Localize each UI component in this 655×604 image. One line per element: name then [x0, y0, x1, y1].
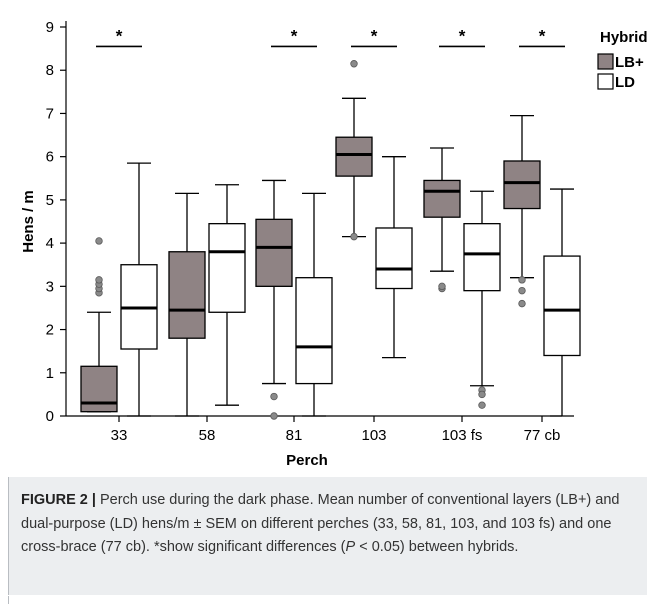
x-tick-label: 33 [111, 427, 128, 444]
legend-swatch [597, 73, 614, 90]
legend-label: LB+ [615, 54, 644, 71]
box-group [335, 60, 373, 241]
caption-p-symbol: P [345, 539, 356, 555]
box-group [80, 237, 118, 413]
outlier-point [270, 392, 278, 401]
significance-asterisk: * [116, 26, 123, 45]
significance-asterisk: * [459, 26, 466, 45]
box-rect [423, 179, 461, 218]
caption-text-1: Perch use during the dark phase. Mean nu… [21, 492, 620, 555]
box-rect [208, 223, 246, 313]
y-tick-label: 8 [46, 62, 54, 79]
box-group [295, 192, 333, 417]
significance-asterisk: * [371, 26, 378, 45]
box-group [375, 156, 413, 359]
outlier-point [438, 282, 446, 291]
box-rect [543, 255, 581, 357]
figure-label: FIGURE 2 | [21, 492, 96, 508]
y-tick-label: 2 [46, 322, 54, 339]
chart-container: 0 1 2 3 4 5 6 7 8 9 33 58 81 103 103 fs 77 cb Perch Hens … [20, 19, 648, 469]
x-axis-title: Perch [286, 452, 328, 469]
box-rect [335, 136, 373, 177]
caption-text-2: < 0.05) between hybrids. [355, 539, 519, 555]
outlier-point [270, 412, 278, 420]
box-rect [375, 227, 413, 290]
box-rect [503, 160, 541, 210]
page-rule [8, 596, 9, 604]
box-group [208, 184, 246, 406]
legend-swatch [597, 53, 614, 70]
y-tick-label: 9 [46, 19, 54, 36]
y-axis-title: Hens / m [20, 190, 37, 253]
box-rect [80, 365, 118, 413]
box-group [463, 190, 501, 409]
box-rect [168, 251, 206, 339]
x-tick-label: 103 fs [442, 427, 483, 444]
box-rect [255, 218, 293, 287]
y-tick-label: 0 [46, 408, 54, 425]
y-tick-label: 5 [46, 192, 54, 209]
box-group [423, 147, 461, 293]
y-tick-label: 3 [46, 278, 54, 295]
y-tick-label: 4 [46, 235, 54, 252]
x-tick-label: 81 [286, 427, 303, 444]
box-group [255, 179, 293, 420]
outlier-point [518, 276, 526, 284]
significance-asterisk: * [539, 26, 546, 45]
y-tick-label: 6 [46, 149, 54, 166]
box-plot-chart: 0 1 2 3 4 5 6 7 8 9 33 58 81 103 103 fs 77 cb Perch Hens … [20, 19, 648, 469]
outlier-point [350, 232, 358, 241]
y-tick-label: 7 [46, 105, 54, 122]
outlier-point [478, 390, 486, 399]
box-rect [295, 277, 333, 385]
y-tick-label: 1 [46, 365, 54, 382]
outlier-point [518, 299, 526, 308]
box-group [503, 114, 541, 308]
outlier-point [95, 276, 103, 284]
x-tick-label: 58 [199, 427, 216, 444]
box-group [120, 162, 158, 417]
x-tick-label: 77 cb [524, 427, 561, 444]
legend-label: LD [615, 74, 635, 91]
outlier-point [95, 237, 103, 245]
box-group [168, 192, 206, 417]
box-rect [463, 223, 501, 292]
figure-caption: FIGURE 2 | Perch use during the dark pha… [8, 477, 647, 595]
significance-asterisk: * [291, 26, 298, 45]
box-group [543, 188, 581, 417]
outlier-point [350, 60, 358, 68]
outlier-point [478, 401, 486, 409]
x-tick-label: 103 [361, 427, 386, 444]
legend-title: Hybrid [600, 29, 648, 46]
outlier-point [518, 286, 526, 295]
